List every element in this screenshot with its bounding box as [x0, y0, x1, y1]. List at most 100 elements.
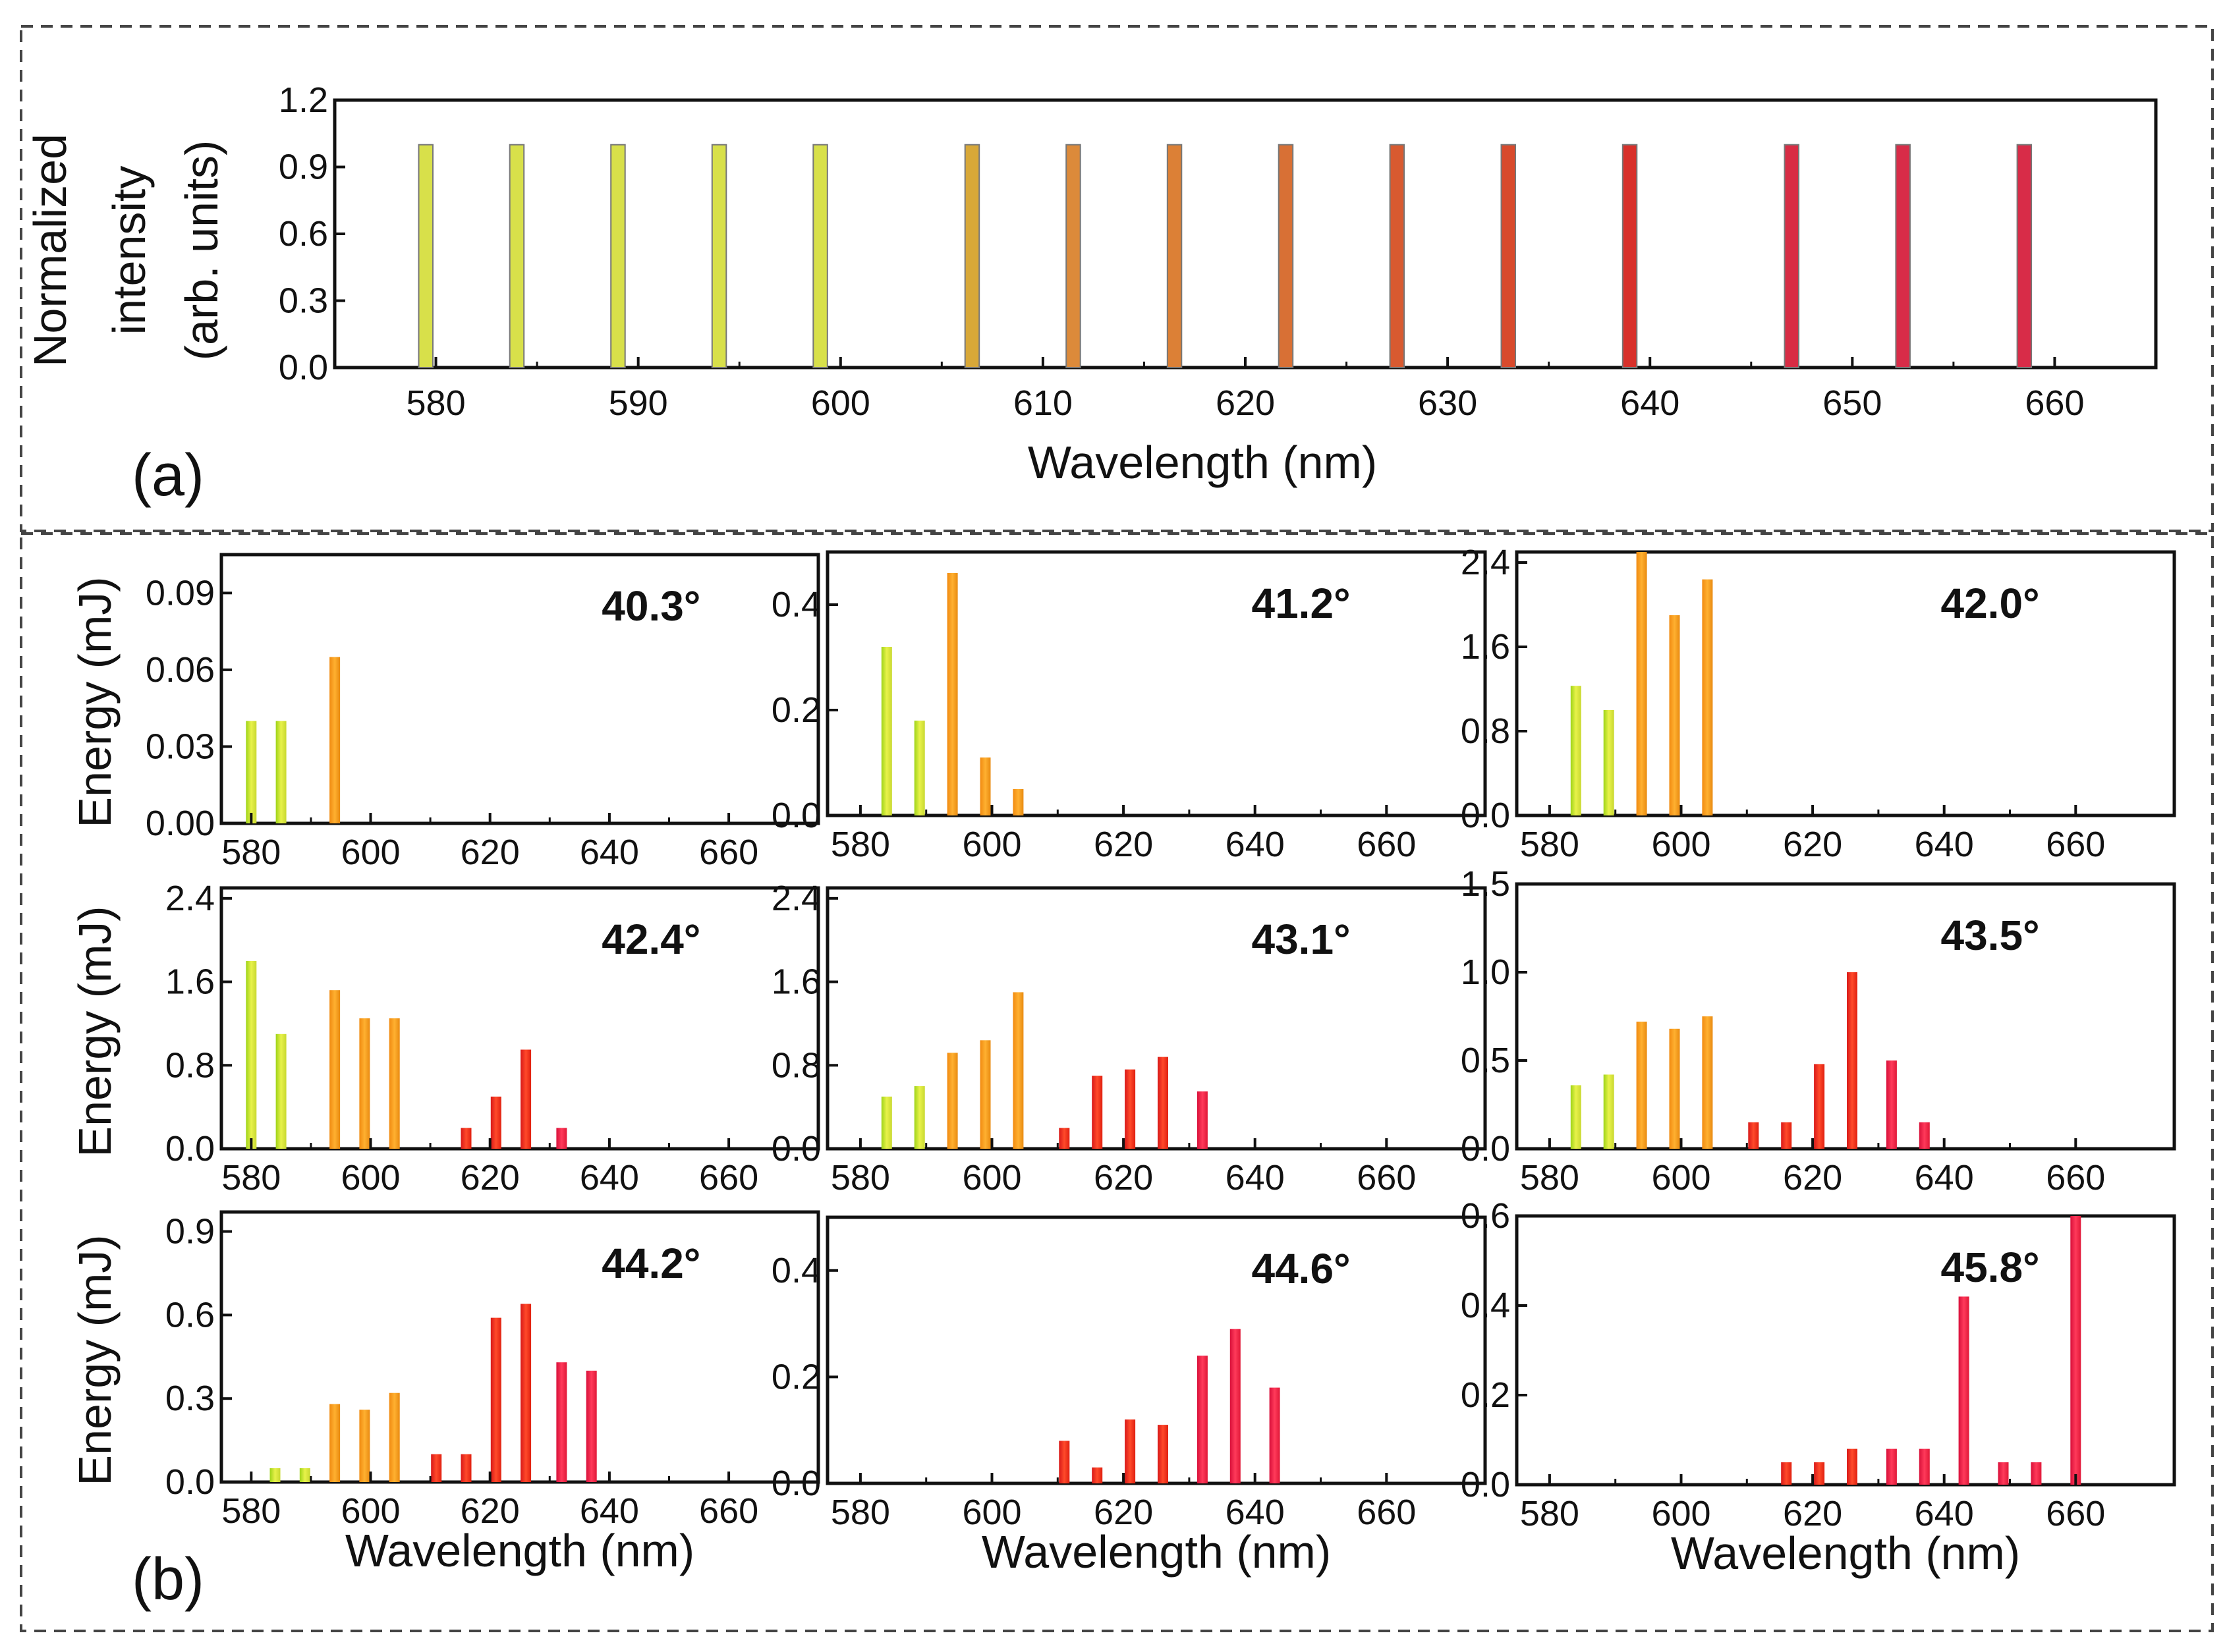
y-axis-title-b4: Energy (mJ)	[69, 906, 121, 1157]
bar-b5-2	[947, 1053, 958, 1149]
xtick-label-b7-3: 640	[580, 1491, 639, 1531]
xtick-label-a-5: 630	[1418, 383, 1477, 423]
ytick-label-b1-3: 0.09	[146, 573, 215, 613]
bar-b5-4	[1013, 992, 1024, 1149]
ytick-label-b2-0: 0.0	[772, 796, 821, 835]
ytick-label-b4-2: 1.6	[165, 962, 215, 1002]
bar-b5-0	[881, 1096, 892, 1149]
xtick-label-b6-3: 640	[1915, 1158, 1974, 1198]
xtick-label-b2-1: 600	[962, 825, 1021, 864]
bar-b5-5	[1059, 1128, 1070, 1149]
bar-b4-3	[359, 1018, 370, 1149]
ytick-label-b8-1: 0.2	[772, 1357, 821, 1396]
xtick-label-b7-0: 580	[221, 1491, 281, 1531]
xtick-label-a-1: 590	[609, 383, 668, 423]
bar-a-5	[964, 144, 980, 368]
chart-b8: 580 600 620 640 660 0.0 0.2 0.4 44.6° Wavelength …	[772, 1215, 1487, 1578]
xtick-label-b7-2: 620	[461, 1491, 520, 1531]
bar-a-3	[711, 144, 727, 368]
ytick-label-b6-1: 0.5	[1461, 1041, 1510, 1080]
bar-b4-1	[275, 1033, 287, 1149]
bar-b8-5	[1229, 1329, 1241, 1483]
bar-a-4	[812, 144, 828, 368]
ytick-label-b7-0: 0.0	[165, 1462, 215, 1502]
xtick-label-b5-4: 660	[1357, 1158, 1416, 1198]
plot-frame-a	[333, 98, 2158, 370]
bar-a-6	[1065, 144, 1081, 368]
ytick-label-b9-2: 0.4	[1461, 1286, 1510, 1325]
bar-b8-6	[1269, 1387, 1280, 1483]
bar-a-7	[1166, 144, 1183, 368]
bar-b4-8	[556, 1128, 567, 1149]
bar-b2-2	[947, 573, 958, 815]
ytick-label-a-0: 0.0	[279, 348, 328, 387]
xtick-label-b8-1: 600	[962, 1493, 1021, 1532]
ytick-label-b3-1: 0.8	[1461, 711, 1510, 751]
charts-layer: 580 590 600 610 620 630 640 650 660 0.0 0.3 0.6 0.9 1…	[24, 80, 2176, 1579]
plot-frame-b9	[1515, 1214, 2176, 1487]
x-axis-title-b8: Wavelength (nm)	[982, 1526, 1331, 1578]
xtick-label-a-2: 600	[811, 383, 870, 423]
xtick-label-b6-0: 580	[1520, 1158, 1579, 1198]
xtick-label-b9-0: 580	[1520, 1494, 1579, 1533]
xtick-label-b7-1: 600	[341, 1491, 400, 1531]
bar-b6-4	[1702, 1016, 1713, 1149]
bar-b7-7	[490, 1317, 501, 1482]
chart-b4: 580 600 620 640 660 0.0 0.8 1.6 2.4 42.4° Energy (…	[69, 879, 820, 1198]
bar-b9-2	[1847, 1448, 1857, 1485]
chart-b7: 580 600 620 640 660 0.0 0.3 0.6 0.9 44.2° Waveleng…	[69, 1210, 820, 1576]
bar-b6-3	[1669, 1028, 1680, 1149]
bar-b2-0	[881, 647, 892, 815]
xtick-label-b5-3: 640	[1226, 1158, 1285, 1198]
ytick-label-b4-0: 0.0	[165, 1129, 215, 1169]
xtick-label-b4-1: 600	[341, 1158, 400, 1198]
bar-b6-10	[1919, 1122, 1930, 1149]
xtick-label-b3-4: 660	[2046, 825, 2105, 864]
bar-a-0	[418, 144, 434, 368]
chart-b6: 580 600 620 640 660 0.0 0.5 1.0 1.5 43.5°	[1461, 864, 2176, 1198]
bar-b7-3	[359, 1410, 370, 1482]
bar-b6-1	[1603, 1074, 1614, 1149]
bar-b2-4	[1013, 789, 1024, 815]
ytick-label-b9-0: 0.0	[1461, 1465, 1510, 1504]
xtick-label-b1-3: 640	[580, 833, 639, 872]
bar-b6-8	[1847, 972, 1857, 1149]
x-axis-title-a: Wavelength (nm)	[1028, 437, 1377, 488]
bar-b7-2	[329, 1404, 341, 1482]
plot-frame-b4	[219, 886, 820, 1151]
ytick-label-b7-1: 0.3	[165, 1379, 215, 1418]
xtick-label-a-0: 580	[407, 383, 466, 423]
xtick-label-b7-4: 660	[699, 1491, 758, 1531]
bar-b8-2	[1125, 1419, 1136, 1483]
angle-label-b1: 40.3°	[602, 582, 700, 630]
bar-b8-4	[1197, 1356, 1208, 1483]
bar-a-12	[1784, 144, 1799, 368]
xtick-label-b4-3: 640	[580, 1158, 639, 1198]
ytick-label-b5-0: 0.0	[772, 1129, 821, 1169]
xtick-label-b9-1: 600	[1651, 1494, 1710, 1533]
angle-label-b6: 43.5°	[1940, 912, 2039, 959]
bar-b7-4	[389, 1392, 400, 1482]
ytick-label-b2-2: 0.4	[772, 585, 821, 624]
y-axis-title-b7: Energy (mJ)	[69, 1234, 121, 1485]
ytick-label-b3-3: 2.4	[1461, 543, 1510, 582]
xtick-label-a-4: 620	[1216, 383, 1275, 423]
plot-frame-b7	[219, 1210, 820, 1484]
bar-b7-10	[586, 1370, 597, 1482]
bar-a-10	[1500, 144, 1516, 368]
bar-b4-6	[490, 1096, 501, 1149]
bar-b9-8	[2070, 1216, 2081, 1485]
bar-b7-5	[431, 1454, 442, 1482]
xtick-label-b3-2: 620	[1783, 825, 1842, 864]
xtick-label-b9-3: 640	[1915, 1494, 1974, 1533]
bar-a-13	[1895, 144, 1911, 368]
ytick-label-b3-0: 0.0	[1461, 796, 1510, 835]
bar-b8-3	[1158, 1425, 1168, 1483]
ytick-label-b8-2: 0.4	[772, 1251, 821, 1290]
ytick-label-a-2: 0.6	[279, 214, 328, 254]
ytick-label-b1-1: 0.03	[146, 727, 215, 766]
xtick-label-b8-3: 640	[1226, 1493, 1285, 1532]
xtick-label-b8-0: 580	[831, 1493, 890, 1532]
panel-b-frame	[20, 532, 2214, 1632]
bar-a-1	[509, 144, 525, 368]
